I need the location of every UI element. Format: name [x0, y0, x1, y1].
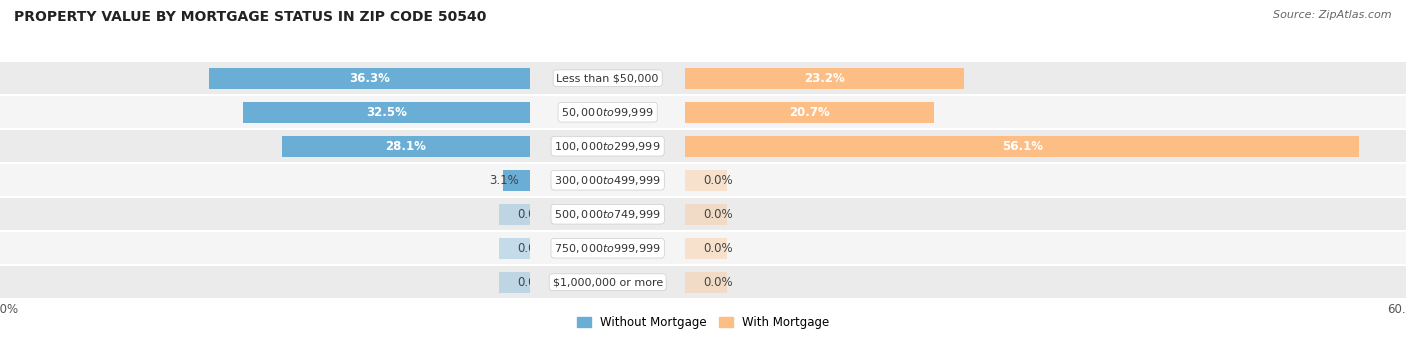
Text: 32.5%: 32.5%	[366, 106, 406, 119]
Text: 0.0%: 0.0%	[703, 174, 733, 187]
Bar	[685, 238, 727, 259]
Bar	[530, 61, 685, 95]
Bar	[685, 68, 965, 89]
Text: Less than $50,000: Less than $50,000	[557, 73, 659, 83]
Text: PROPERTY VALUE BY MORTGAGE STATUS IN ZIP CODE 50540: PROPERTY VALUE BY MORTGAGE STATUS IN ZIP…	[14, 10, 486, 24]
Text: 3.1%: 3.1%	[489, 174, 519, 187]
Bar	[0, 129, 1060, 163]
Text: 28.1%: 28.1%	[385, 140, 426, 153]
Text: $750,000 to $999,999: $750,000 to $999,999	[554, 242, 661, 255]
Bar	[0, 231, 1406, 265]
Bar	[0, 163, 1060, 197]
Text: Source: ZipAtlas.com: Source: ZipAtlas.com	[1274, 10, 1392, 20]
Bar	[0, 265, 1060, 299]
Bar	[0, 95, 1406, 129]
Bar	[685, 136, 1360, 157]
Bar	[0, 197, 1406, 231]
Text: $50,000 to $99,999: $50,000 to $99,999	[561, 106, 654, 119]
Bar	[530, 95, 685, 129]
Text: 23.2%: 23.2%	[804, 72, 845, 85]
Bar	[0, 231, 1060, 265]
Bar	[499, 204, 530, 225]
Bar	[0, 61, 1406, 95]
Bar	[499, 272, 530, 293]
Bar	[530, 231, 685, 265]
Bar	[530, 265, 685, 299]
Bar	[0, 95, 1060, 129]
Text: 0.0%: 0.0%	[703, 276, 733, 289]
Bar	[0, 163, 1406, 197]
Text: 0.0%: 0.0%	[703, 242, 733, 255]
Bar	[281, 136, 530, 157]
Text: 0.0%: 0.0%	[703, 208, 733, 221]
Text: $100,000 to $299,999: $100,000 to $299,999	[554, 140, 661, 153]
Bar	[0, 197, 1060, 231]
Text: $300,000 to $499,999: $300,000 to $499,999	[554, 174, 661, 187]
Bar	[209, 68, 530, 89]
Bar	[530, 197, 685, 231]
Text: 0.0%: 0.0%	[517, 242, 547, 255]
Text: 56.1%: 56.1%	[1001, 140, 1043, 153]
Text: 36.3%: 36.3%	[349, 72, 391, 85]
Bar	[685, 204, 727, 225]
Bar	[0, 129, 1406, 163]
Bar	[685, 170, 727, 191]
Bar	[530, 163, 685, 197]
Text: $1,000,000 or more: $1,000,000 or more	[553, 277, 662, 287]
Bar	[685, 272, 727, 293]
Bar	[0, 265, 1406, 299]
Bar	[0, 61, 1060, 95]
Bar	[243, 102, 530, 123]
Bar	[503, 170, 530, 191]
Text: 0.0%: 0.0%	[517, 208, 547, 221]
Bar	[530, 129, 685, 163]
Bar	[685, 102, 934, 123]
Text: 0.0%: 0.0%	[517, 276, 547, 289]
Bar	[499, 238, 530, 259]
Text: $500,000 to $749,999: $500,000 to $749,999	[554, 208, 661, 221]
Legend: Without Mortgage, With Mortgage: Without Mortgage, With Mortgage	[572, 312, 834, 334]
Text: 20.7%: 20.7%	[789, 106, 830, 119]
